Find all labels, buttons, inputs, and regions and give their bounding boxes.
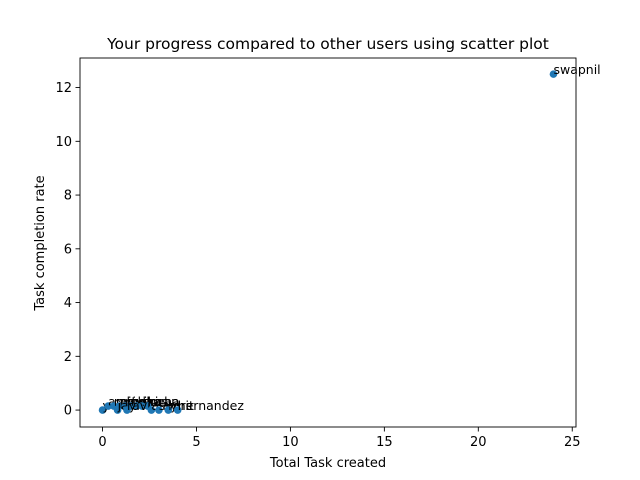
scatter-point [123, 406, 131, 414]
point-label: kiran [148, 394, 179, 409]
scatter-point [113, 406, 122, 414]
y-tick-label: 2 [64, 350, 72, 365]
y-tick-label: 8 [64, 189, 72, 204]
x-tick-label: 15 [376, 435, 393, 450]
point-label: ravi [127, 398, 151, 413]
scatter-point [132, 402, 141, 410]
point-label: swapnil [553, 62, 600, 77]
x-tick-label: 10 [282, 435, 299, 450]
x-tick-label: 20 [470, 435, 487, 450]
y-tick-label: 12 [55, 81, 72, 96]
y-tick-label: 4 [64, 296, 72, 311]
plot-frame [79, 57, 577, 428]
scatter-point [104, 402, 112, 410]
scatter-point [147, 406, 156, 414]
point-label: hernandez [178, 398, 245, 413]
scatter-point [164, 406, 173, 414]
plot-area: 0510152025024681012swapnilyamitrahulpriy… [55, 57, 601, 450]
y-tick-label: 0 [64, 404, 72, 419]
scatter-point [173, 406, 182, 414]
x-tick-label: 25 [564, 435, 581, 450]
x-axis-label: Total Task created [269, 456, 386, 471]
point-label: jay [117, 398, 137, 413]
x-tick-label: 0 [98, 435, 106, 450]
scatter-point [98, 406, 107, 414]
x-tick-label: 5 [192, 435, 200, 450]
scatter-point [549, 70, 558, 78]
chart-title: Your progress compared to other users us… [106, 35, 549, 53]
y-tick-label: 6 [64, 242, 72, 257]
point-label: sneha [142, 394, 180, 409]
y-tick-label: 10 [55, 135, 72, 150]
scatter-point [155, 406, 163, 414]
scatter-point [138, 402, 146, 410]
y-axis-label: Task completion rate [33, 175, 48, 311]
